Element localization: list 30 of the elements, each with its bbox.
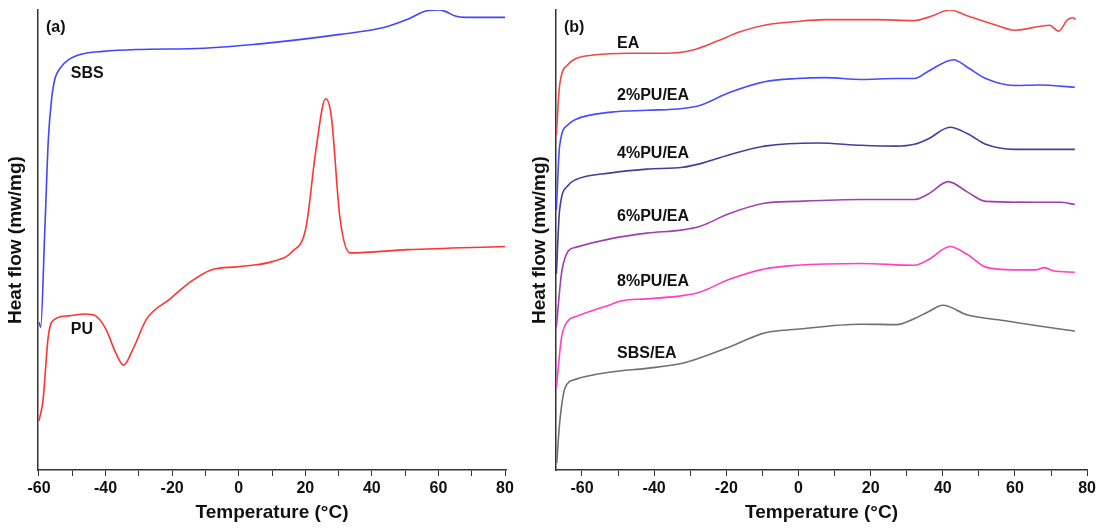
series-label: 2%PU/EA [617, 85, 690, 103]
annotation: (a) [46, 18, 66, 36]
x-tick-label: 0 [234, 479, 244, 497]
x-tick-label: -60 [27, 479, 51, 497]
series-label: SBS [70, 64, 104, 82]
series-label: PU [70, 320, 93, 338]
x-tick-label: -60 [570, 479, 594, 497]
x-tick-label: -20 [714, 479, 738, 497]
x-tick-label: -20 [160, 479, 184, 497]
series-label: 8%PU/EA [617, 272, 690, 290]
y-axis-title: Heat flow (mw/mg) [3, 156, 25, 324]
annotation: (b) [564, 18, 585, 36]
series-label: SBS/EA [617, 343, 678, 361]
x-tick-label: 20 [296, 479, 315, 497]
x-tick-label: 80 [496, 479, 514, 497]
x-tick-label: -40 [642, 479, 666, 497]
series-label: 6%PU/EA [617, 206, 690, 224]
x-axis-title: Temperature (°C) [745, 500, 899, 522]
series-label: 4%PU/EA [617, 144, 690, 162]
x-tick-label: 80 [1078, 479, 1097, 497]
x-tick-label: 60 [429, 479, 448, 497]
x-tick-label: 40 [362, 479, 381, 497]
x-tick-label: -40 [94, 479, 118, 497]
x-axis-title: Temperature (°C) [195, 500, 349, 522]
series-label: EA [617, 33, 640, 51]
x-tick-label: 40 [933, 479, 952, 497]
x-tick-label: 0 [794, 479, 804, 497]
x-tick-label: 20 [861, 479, 880, 497]
x-tick-label: 60 [1006, 479, 1024, 497]
y-axis-title: Heat flow (mw/mg) [527, 156, 549, 324]
